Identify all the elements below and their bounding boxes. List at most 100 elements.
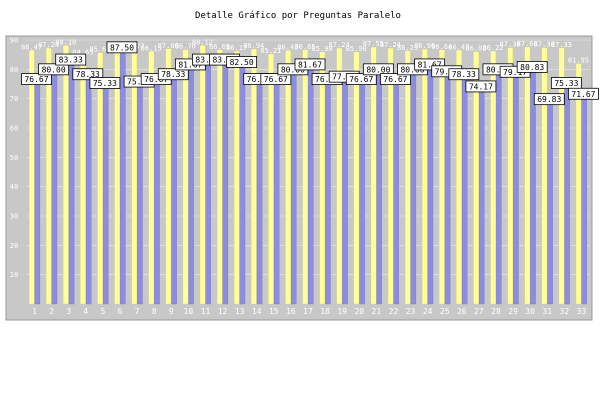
label-a-8: 76.67 [144, 75, 168, 84]
x-tick-9: 9 [169, 307, 174, 316]
label-a-18: 76.67 [315, 75, 339, 84]
x-tick-11: 11 [201, 307, 211, 316]
chart-title: Detalle Gráfico por Preguntas Paralelo [195, 11, 401, 21]
bar-b-19 [336, 47, 343, 305]
label-a-9: 78.33 [161, 70, 185, 79]
label-a-4: 78.33 [76, 70, 100, 79]
y-tick-50: 50 [10, 154, 18, 162]
label-a-26: 78.33 [452, 70, 476, 79]
bar-b-10 [182, 49, 189, 305]
x-tick-28: 28 [491, 307, 501, 316]
bar-b-5 [97, 52, 103, 305]
label-b-19: 87.24 [329, 41, 350, 49]
bar-a-14 [256, 78, 263, 305]
x-tick-8: 8 [152, 307, 157, 316]
x-tick-15: 15 [269, 307, 279, 316]
label-b-3: 88.10 [55, 39, 76, 47]
bar-b-28 [490, 50, 496, 305]
bar-b-12 [216, 49, 223, 305]
label-b-24: 86.90 [414, 42, 435, 50]
label-box-a-26 [448, 68, 480, 81]
bar-a-4 [85, 74, 92, 305]
bar-a-1 [34, 78, 41, 305]
bar-b-32 [558, 47, 565, 305]
label-a-24: 81.67 [418, 60, 442, 69]
bar-a-8 [154, 78, 160, 305]
x-tick-32: 32 [560, 307, 570, 316]
bar-a-26 [461, 74, 468, 305]
bar-b-21 [370, 47, 377, 305]
label-b-23: 86.29 [397, 44, 418, 52]
label-a-19: 77.50 [332, 73, 356, 82]
x-tick-27: 27 [474, 307, 484, 316]
label-box-a-33 [568, 87, 599, 100]
label-box-a-24 [414, 58, 446, 71]
bar-b-16 [285, 50, 291, 305]
label-a-29: 79.17 [503, 68, 527, 77]
bar-b-20 [353, 51, 360, 305]
label-a-30: 80.83 [520, 63, 544, 72]
label-b-12: 86.65 [209, 43, 230, 51]
label-b-2: 87.24 [38, 41, 59, 49]
label-box-a-15 [260, 73, 292, 86]
label-a-31: 69.83 [537, 95, 561, 104]
label-b-25: 86.64 [431, 43, 452, 51]
label-b-9: 87.00 [158, 42, 179, 50]
y-tick-70: 70 [10, 95, 18, 103]
x-axis-ticks: 1 2 3 4 5 6 7 8 9 10 11 12 13 14 15 16 17 18 19 20 21 22 23 24 2… [32, 307, 586, 316]
label-box-a-13 [226, 56, 258, 68]
x-tick-26: 26 [457, 307, 467, 316]
bar-a-9 [171, 74, 177, 305]
x-tick-30: 30 [525, 307, 535, 316]
bar-b-7 [131, 49, 138, 305]
label-b-31: 87.38 [534, 41, 555, 49]
label-box-a-32 [550, 77, 582, 89]
label-a-6: 87.50 [110, 43, 134, 52]
label-box-a-20 [345, 73, 377, 86]
bar-b-13 [234, 51, 240, 305]
bar-a-16 [290, 69, 297, 305]
label-a-25: 79.33 [435, 67, 459, 76]
bar-a-33 [581, 93, 588, 305]
y-tick-40: 40 [10, 183, 18, 191]
bar-b-29 [507, 47, 514, 305]
label-a-20: 76.67 [349, 75, 373, 84]
bar-a-5 [102, 82, 109, 305]
x-tick-12: 12 [218, 307, 228, 316]
label-a-12: 83.33 [212, 56, 236, 65]
x-tick-29: 29 [508, 307, 518, 316]
bar-b-26 [456, 50, 462, 305]
x-tick-24: 24 [423, 307, 433, 316]
bar-b-11 [199, 45, 206, 305]
y-tick-60: 60 [10, 125, 18, 133]
label-b-32: 87.33 [551, 41, 572, 49]
data-labels: 86.4787.2488.1084.6585.6686.8486.7786.15… [21, 39, 599, 106]
x-tick-19: 19 [337, 307, 347, 316]
label-a-5: 75.33 [93, 79, 117, 88]
bar-b-1 [28, 50, 35, 305]
label-box-a-2 [38, 63, 70, 76]
bar-a-22 [393, 78, 400, 305]
bar-b-8 [148, 51, 155, 305]
x-tick-31: 31 [542, 307, 552, 316]
label-b-33: 81.95 [568, 57, 589, 65]
label-b-22: 87.24 [380, 41, 401, 49]
bar-a-12 [222, 59, 229, 305]
x-tick-33: 33 [577, 307, 587, 316]
bar-a-18 [325, 78, 331, 305]
label-a-15: 76.67 [264, 75, 288, 84]
bar-a-28 [496, 69, 502, 305]
label-a-33: 71.67 [571, 90, 595, 99]
bar-a-20 [359, 78, 365, 305]
label-b-27: 86.02 [465, 45, 486, 53]
x-tick-18: 18 [320, 307, 330, 316]
bar-a-24 [427, 64, 434, 305]
bar-a-17 [308, 64, 314, 305]
y-tick-10: 10 [10, 271, 18, 279]
label-b-28: 86.22 [482, 44, 503, 52]
label-b-15: 85.21 [260, 47, 281, 55]
bar-a-31 [547, 99, 553, 305]
bar-b-14 [251, 48, 257, 305]
label-b-8: 86.15 [141, 44, 162, 52]
